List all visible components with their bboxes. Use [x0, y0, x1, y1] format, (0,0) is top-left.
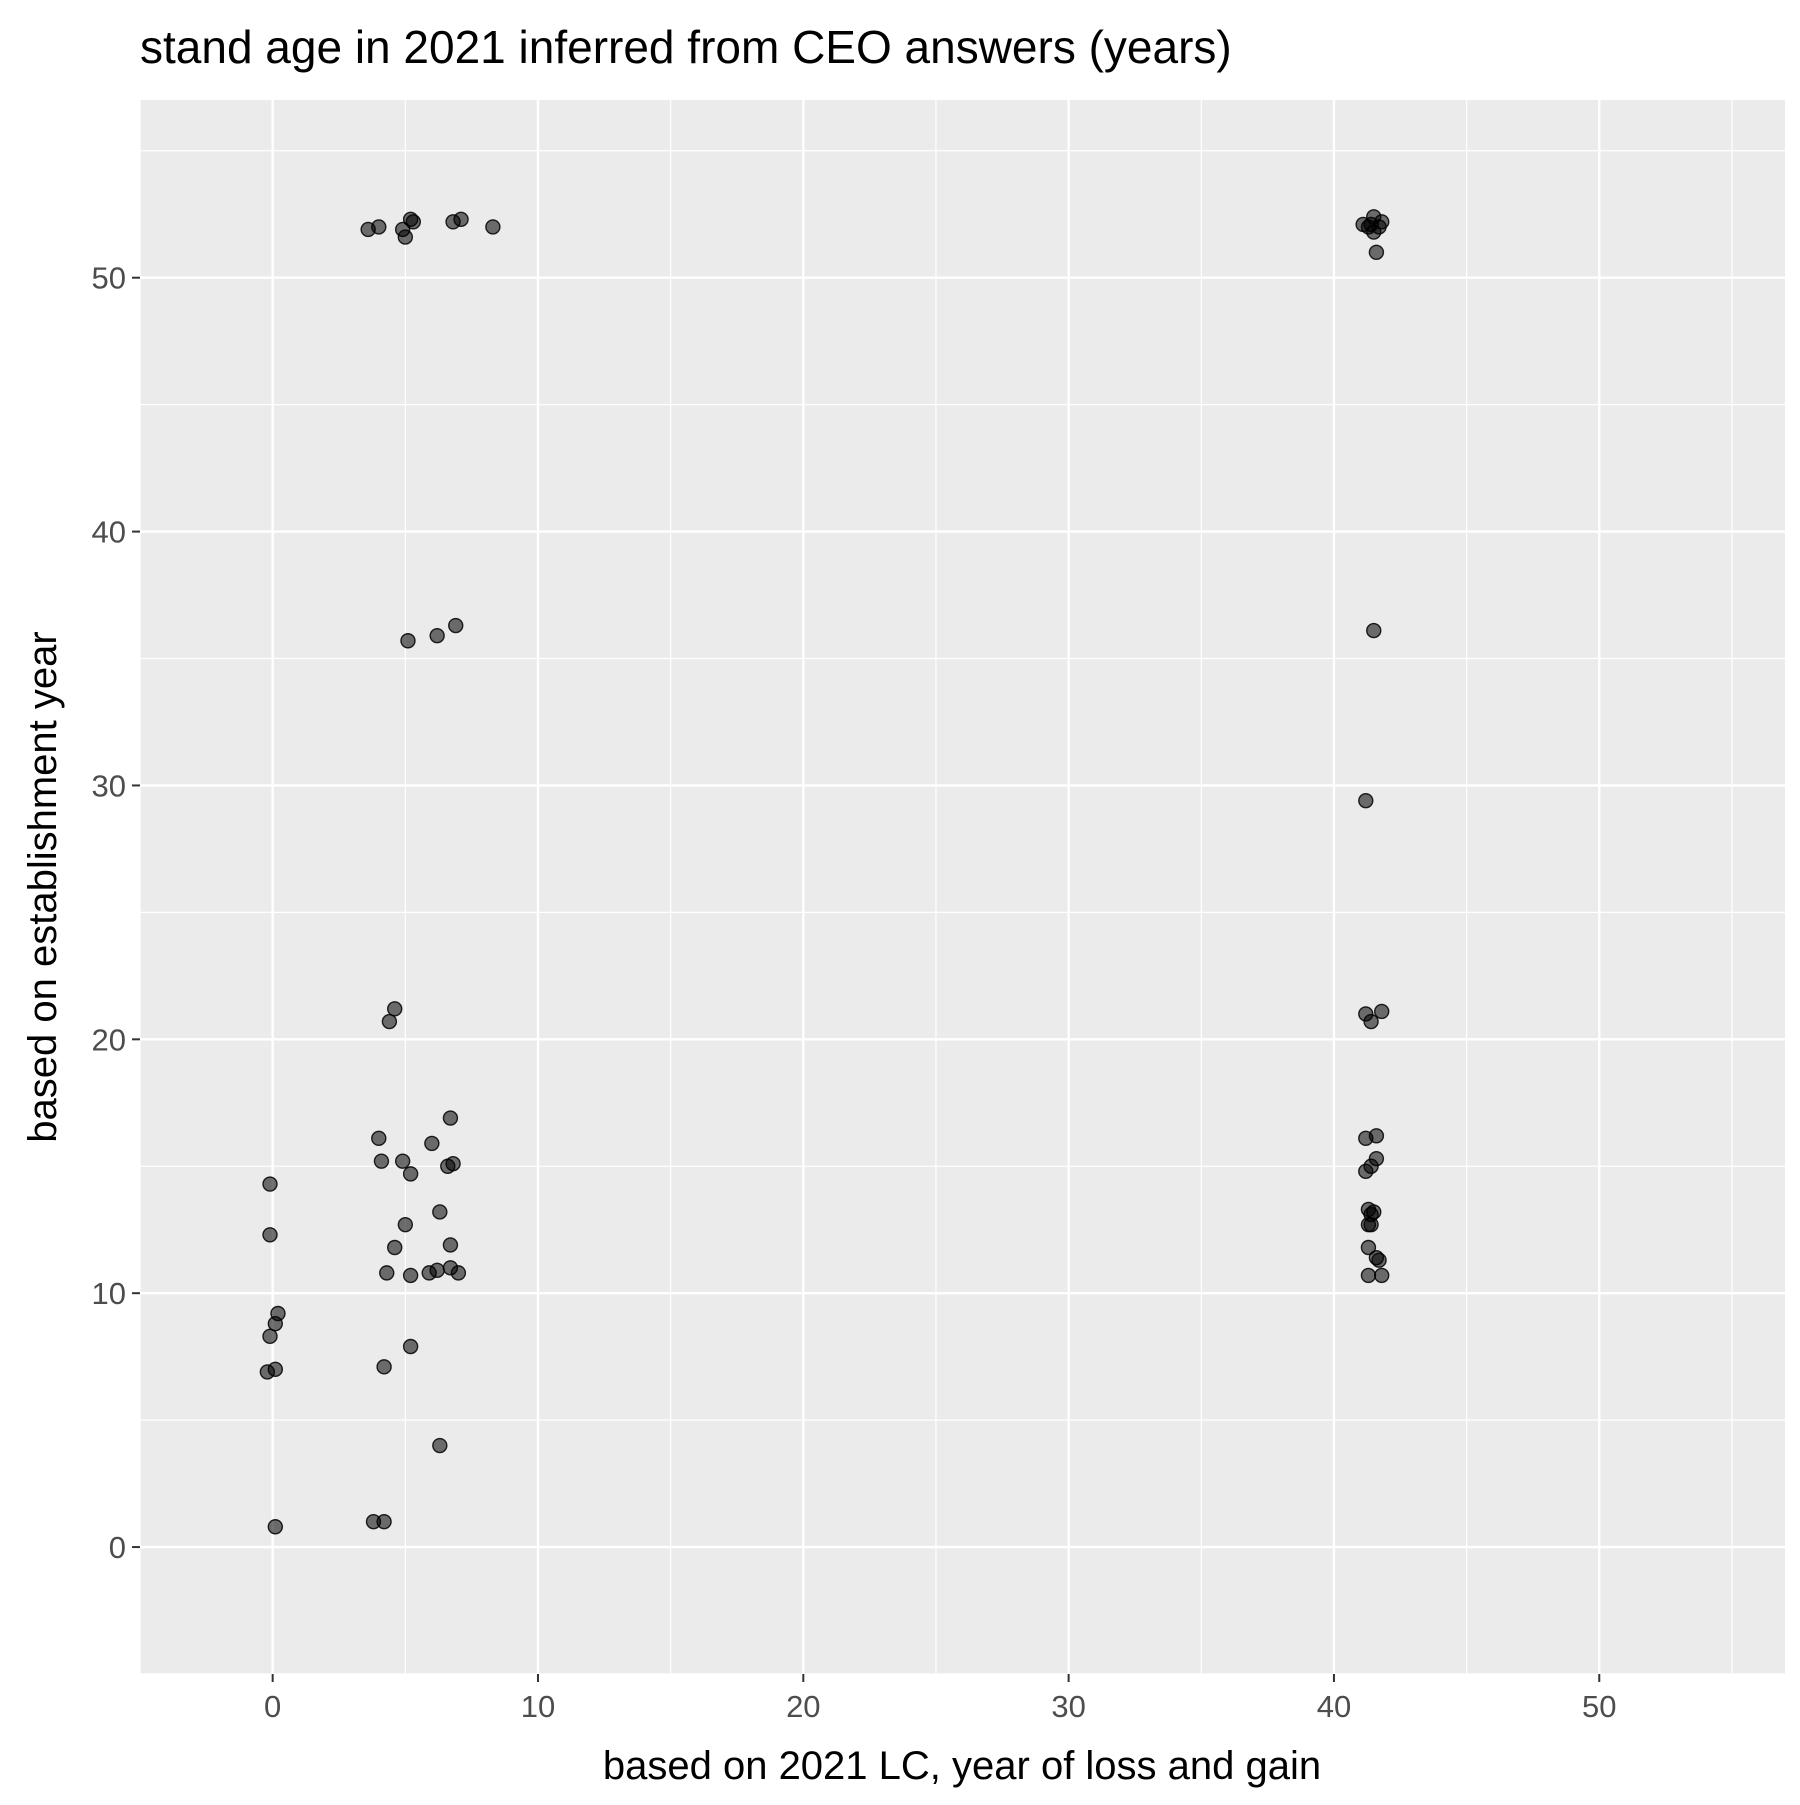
- data-point: [262, 1227, 278, 1243]
- data-point: [376, 1359, 392, 1375]
- data-point: [376, 1513, 392, 1530]
- data-point: [1374, 214, 1390, 230]
- data-point: [1360, 1267, 1377, 1284]
- plot-panel: [140, 100, 1785, 1674]
- data-point: [394, 1153, 411, 1169]
- x-tick-label: 10: [521, 1689, 555, 1724]
- data-point: [1358, 792, 1374, 809]
- data-point: [448, 617, 464, 634]
- data-point: [379, 1265, 395, 1281]
- data-point: [371, 219, 387, 235]
- data-point: [485, 219, 501, 235]
- data-point: [429, 1262, 445, 1279]
- data-point: [259, 1364, 276, 1380]
- data-point: [440, 1158, 456, 1174]
- data-point: [387, 1239, 403, 1256]
- data-point: [453, 211, 469, 228]
- y-tick-label: 10: [92, 1276, 126, 1311]
- x-tick-label: 40: [1317, 1689, 1351, 1724]
- data-point: [424, 1135, 440, 1152]
- data-point: [1358, 1163, 1374, 1180]
- data-point: [1374, 1003, 1390, 1020]
- x-tick-label: 50: [1582, 1689, 1616, 1724]
- x-tick-label: 20: [786, 1689, 820, 1724]
- data-point: [1363, 1216, 1379, 1233]
- data-point: [267, 1315, 284, 1332]
- data-point: [400, 633, 416, 649]
- y-tick-label: 0: [109, 1530, 126, 1565]
- data-point: [1371, 1252, 1387, 1268]
- minor-gridlines: [139, 100, 1785, 1675]
- data-point: [1363, 1013, 1379, 1030]
- data-point: [432, 1204, 448, 1220]
- data-point: [402, 1338, 419, 1355]
- data-point: [371, 1130, 387, 1147]
- data-point: [1360, 1239, 1377, 1256]
- x-axis-ticks: 0 10 20 30 40 50: [264, 1674, 1617, 1724]
- data-point: [387, 1001, 403, 1017]
- data-point: [402, 1267, 419, 1284]
- major-gridlines: [140, 100, 1785, 1674]
- data-point: [397, 229, 414, 245]
- data-point: [1368, 1128, 1385, 1144]
- y-tick-label: 50: [92, 261, 126, 296]
- y-tick-label: 40: [92, 515, 126, 550]
- data-point: [262, 1176, 278, 1192]
- data-point: [442, 1110, 459, 1126]
- data-points: [259, 209, 1390, 1535]
- data-point: [1366, 622, 1382, 639]
- data-point: [1368, 244, 1385, 261]
- x-tick-label: 30: [1051, 1689, 1085, 1724]
- data-point: [397, 1216, 414, 1233]
- data-point: [432, 1437, 448, 1454]
- chart-title: stand age in 2021 inferred from CEO answ…: [140, 21, 1232, 73]
- data-point: [442, 1237, 459, 1253]
- data-point: [381, 1013, 398, 1030]
- x-axis-title: based on 2021 LC, year of loss and gain: [603, 1744, 1321, 1788]
- y-tick-label: 20: [92, 1022, 126, 1057]
- data-point: [262, 1328, 278, 1345]
- data-point: [429, 627, 445, 644]
- y-axis-title: based on establishment year: [21, 631, 65, 1142]
- data-point: [373, 1153, 390, 1169]
- data-point: [402, 1166, 419, 1182]
- x-tick-label: 0: [264, 1689, 281, 1724]
- data-point: [450, 1265, 467, 1281]
- data-point: [1374, 1267, 1390, 1284]
- data-point: [405, 214, 421, 230]
- data-point: [267, 1519, 284, 1535]
- y-tick-label: 30: [92, 768, 126, 803]
- y-axis-ticks: 0 10 20 30 40 50: [92, 261, 140, 1565]
